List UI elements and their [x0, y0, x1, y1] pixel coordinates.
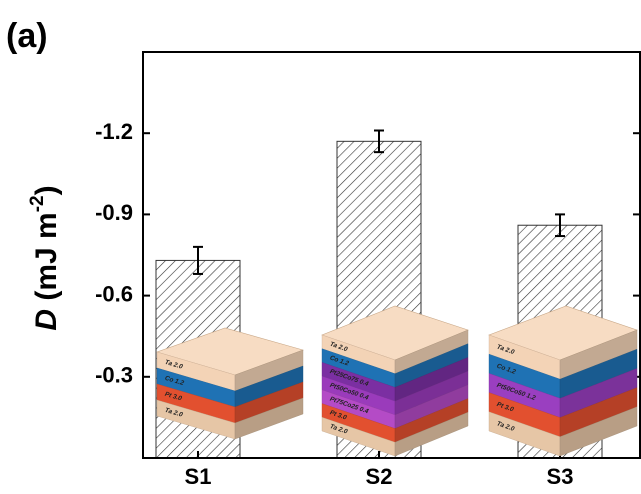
y-axis-label: D (mJ m-2) [27, 185, 63, 330]
y-tick-label: -0.9 [95, 200, 133, 225]
layer-stack: Ta 2.0Co 1.2Pt 3.0Ta 2.0 [157, 328, 303, 439]
panel-label: (a) [6, 17, 48, 55]
y-label-close: ) [30, 185, 63, 195]
x-tick-label: S2 [366, 464, 393, 489]
x-tick-label: S1 [185, 464, 212, 489]
x-tick-label: S3 [547, 464, 574, 489]
y-tick-label: -0.6 [95, 281, 133, 306]
y-tick-label: -1.2 [95, 119, 133, 144]
page: (a) D (mJ m-2) -1.2 -0.9 -0.6 -0.3 S1 S2 S3 Ta … [0, 0, 641, 494]
chart: (a) D (mJ m-2) -1.2 -0.9 -0.6 -0.3 S1 S2 S3 Ta … [0, 0, 641, 494]
y-label-unit: (mJ m [30, 212, 63, 309]
y-tick-label: -0.3 [95, 363, 133, 388]
y-label-symbol: D [30, 309, 63, 331]
y-label-exponent: -2 [27, 195, 48, 212]
